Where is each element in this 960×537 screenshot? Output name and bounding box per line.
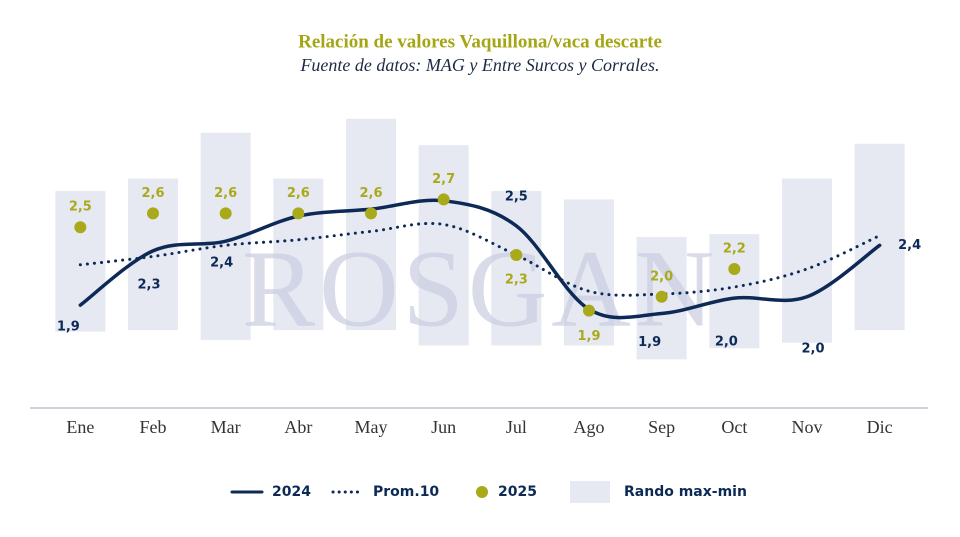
x-tick-label: Jun [431, 417, 456, 437]
x-tick-label: Jul [506, 417, 527, 437]
watermark: ROSGAN [242, 227, 718, 349]
data-label: 2,3 [137, 277, 160, 292]
range-bar [346, 118, 396, 331]
data-label: 2,5 [505, 189, 528, 204]
data-label: 2,2 [723, 241, 746, 256]
x-tick-label: Mar [211, 417, 241, 437]
series-line [78, 198, 882, 320]
legend-swatch [570, 481, 610, 503]
x-tick-label: Ago [574, 417, 605, 437]
data-point [583, 304, 595, 317]
data-label: 2,6 [141, 186, 164, 201]
range-bar [273, 178, 324, 331]
legend-swatch [476, 486, 488, 498]
data-label: 2,3 [505, 273, 528, 288]
data-point [147, 207, 159, 220]
data-label: 1,9 [577, 329, 600, 344]
data-label: 2,6 [214, 186, 237, 201]
range-bar [128, 178, 178, 331]
x-tick-label: Nov [792, 417, 823, 437]
x-tick-label: Feb [140, 417, 167, 437]
x-tick-label: Sep [648, 417, 675, 437]
data-point [510, 249, 523, 262]
data-label: 2,0 [715, 335, 738, 350]
data-point [74, 221, 87, 234]
data-label: 2,0 [801, 341, 824, 356]
series-line [78, 221, 882, 297]
x-tick-label: Ene [66, 417, 94, 437]
legend-label: 2025 [498, 484, 537, 500]
x-tick-label: Abr [284, 417, 312, 437]
data-label: 2,4 [210, 256, 233, 271]
data-label: 2,4 [898, 238, 921, 253]
data-point [728, 262, 741, 275]
data-label: 2,0 [650, 269, 673, 284]
data-point [219, 207, 232, 220]
data-point [437, 193, 450, 206]
data-point [292, 207, 305, 220]
x-tick-label: Oct [721, 417, 747, 437]
chart-subtitle: Fuente de datos: MAG y Entre Surcos y Co… [299, 55, 659, 75]
range-bar [55, 191, 106, 332]
data-label: 1,9 [57, 320, 80, 335]
x-tick-label: Dic [867, 417, 893, 437]
data-label: 2,7 [432, 172, 455, 187]
data-point [655, 290, 668, 303]
legend-label: 2024 [272, 484, 311, 500]
x-tick-label: May [355, 417, 388, 437]
data-point [365, 207, 377, 220]
legend-label: Prom.10 [373, 484, 439, 500]
range-bar [709, 234, 760, 349]
data-label: 2,5 [69, 200, 92, 215]
data-label: 1,9 [638, 335, 661, 350]
data-label: 2,6 [287, 186, 310, 201]
data-label: 2,6 [359, 186, 382, 201]
legend-label: Rando max-min [624, 484, 747, 500]
range-bar [418, 145, 469, 346]
chart-title: Relación de valores Vaquillona/vaca desc… [298, 31, 662, 52]
range-bar [782, 178, 832, 343]
range-bar [854, 143, 905, 331]
range-bar [564, 199, 614, 346]
